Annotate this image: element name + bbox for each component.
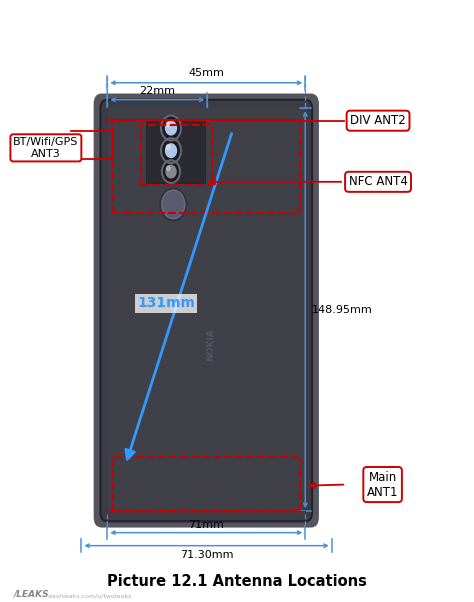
Bar <box>141 125 212 185</box>
Text: /LEAKS: /LEAKS <box>14 590 50 599</box>
Text: NFC ANT4: NFC ANT4 <box>348 175 408 188</box>
Text: BT/Wifi/GPS
ANT3: BT/Wifi/GPS ANT3 <box>13 137 79 159</box>
Text: Picture 12.1 Antenna Locations: Picture 12.1 Antenna Locations <box>107 574 367 589</box>
Circle shape <box>161 116 181 140</box>
Text: slashleaks.com/u/twoleaks: slashleaks.com/u/twoleaks <box>47 594 132 599</box>
Circle shape <box>160 188 186 221</box>
Text: 45mm: 45mm <box>188 67 224 78</box>
Text: 22mm: 22mm <box>139 86 175 96</box>
Circle shape <box>165 144 176 158</box>
Circle shape <box>166 166 176 178</box>
Text: DIV ANT2: DIV ANT2 <box>350 114 406 127</box>
Circle shape <box>166 122 170 127</box>
FancyBboxPatch shape <box>108 108 304 513</box>
Bar <box>113 120 300 213</box>
Bar <box>146 120 205 183</box>
FancyBboxPatch shape <box>100 100 312 521</box>
Circle shape <box>162 160 180 183</box>
FancyBboxPatch shape <box>94 93 319 527</box>
Circle shape <box>161 138 181 163</box>
Text: 71mm: 71mm <box>188 520 224 530</box>
Text: NOKIA: NOKIA <box>206 328 215 361</box>
Bar <box>113 458 300 511</box>
Text: 71.30mm: 71.30mm <box>180 550 233 560</box>
Text: 148.95mm: 148.95mm <box>312 305 373 315</box>
Circle shape <box>166 144 170 149</box>
Circle shape <box>162 190 185 219</box>
Circle shape <box>165 121 176 135</box>
Text: 131mm: 131mm <box>137 296 195 311</box>
Circle shape <box>166 166 170 170</box>
Text: Main
ANT1: Main ANT1 <box>367 471 398 498</box>
